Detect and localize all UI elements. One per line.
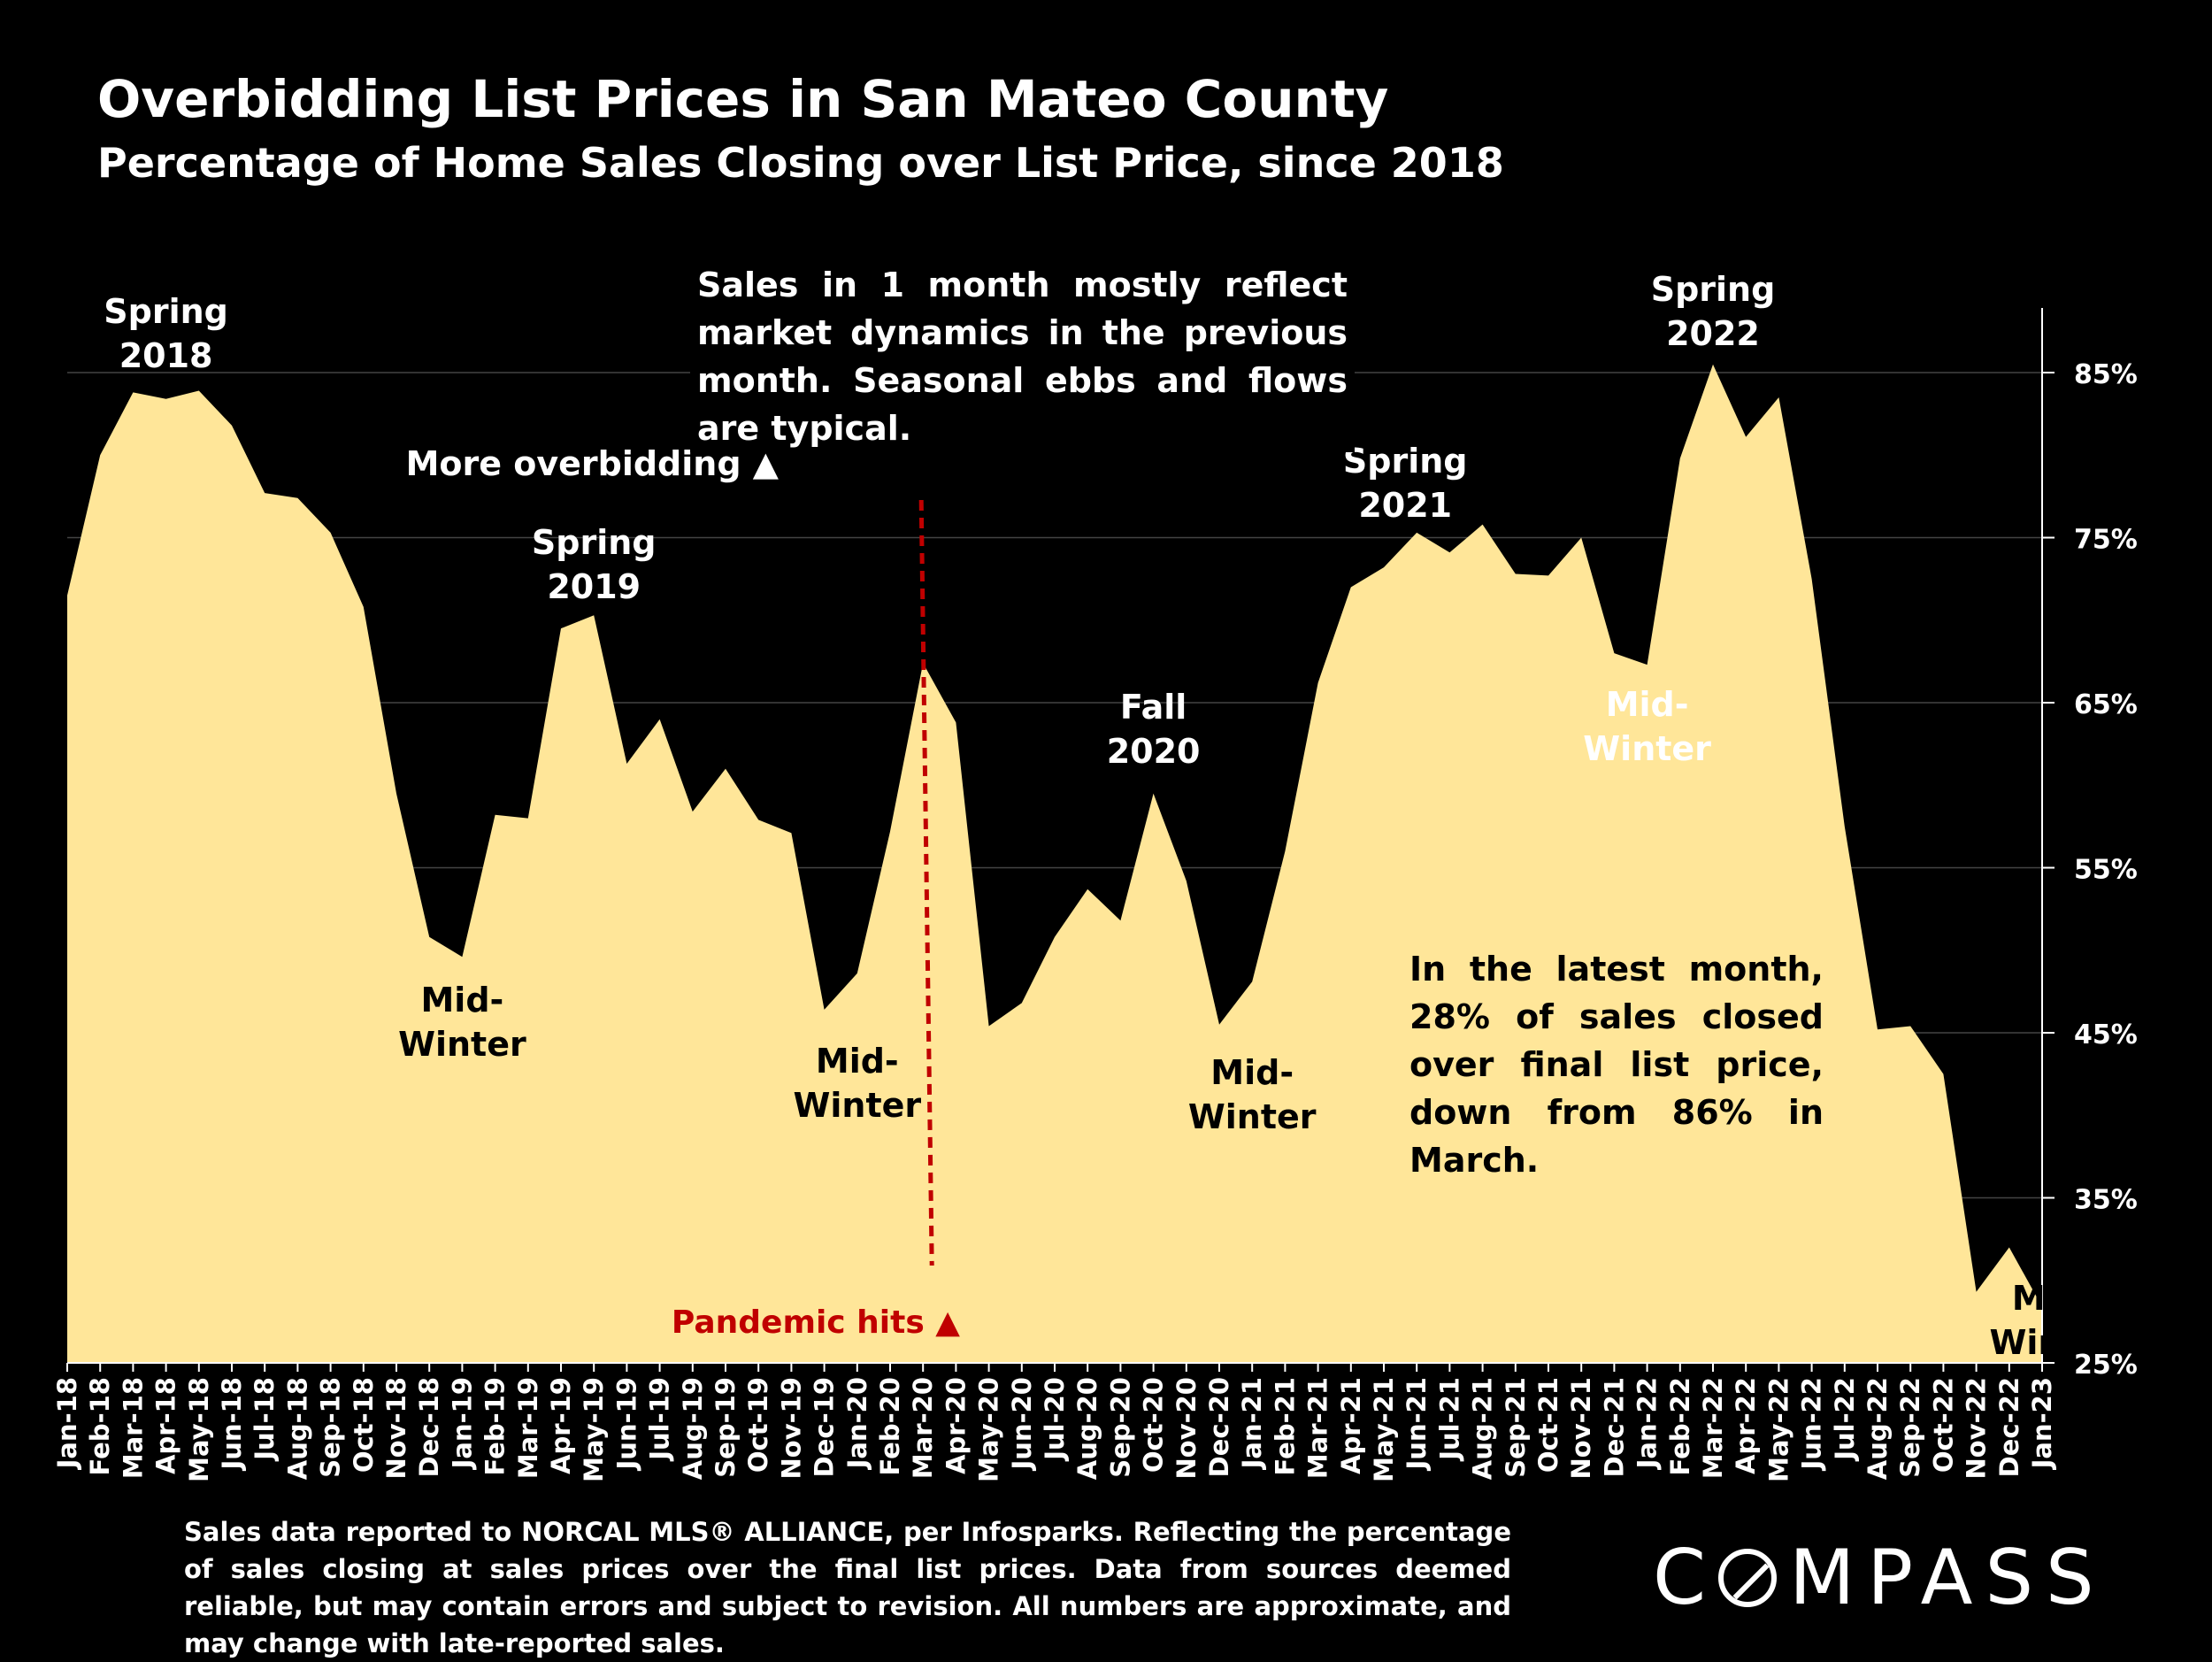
season-annotation-label: Spring <box>104 292 228 331</box>
x-tick-label: Jun-20 <box>1007 1377 1037 1471</box>
season-annotation-label: 2021 <box>1358 486 1452 525</box>
pandemic-dashed-line <box>918 499 934 1266</box>
x-tick-label: Aug-20 <box>1072 1377 1102 1480</box>
x-tick-label: Apr-19 <box>546 1377 576 1474</box>
season-annotation-label: Mid- <box>1606 685 1689 724</box>
y-tick-label: 45% <box>2074 1020 2138 1050</box>
season-annotation-label: Winter <box>793 1086 921 1125</box>
x-tick-label: Aug-22 <box>1863 1377 1893 1480</box>
pandemic-label: Pandemic hits ▲ <box>672 1304 960 1341</box>
y-tick-label: 65% <box>2074 689 2138 720</box>
season-annotation-label: 2019 <box>547 567 641 606</box>
x-tick-label: May-20 <box>974 1377 1004 1482</box>
compass-o-icon <box>1718 1549 1778 1607</box>
season-annotation-label: Mid- <box>2012 1279 2095 1318</box>
x-tick-label: Oct-18 <box>349 1377 379 1473</box>
y-tick-label: 85% <box>2074 359 2138 390</box>
x-tick-label: Mar-19 <box>513 1377 543 1479</box>
chart-title: Overbidding List Prices in San Mateo Cou… <box>97 69 1389 129</box>
x-tick-label: Jan-19 <box>447 1377 477 1470</box>
season-annotation-label: Spring <box>1651 270 1776 309</box>
x-tick-label: Oct-21 <box>1533 1377 1563 1473</box>
x-tick-label: Dec-22 <box>1994 1377 2024 1477</box>
x-tick-label: Sep-22 <box>1895 1377 1925 1478</box>
x-tick-label: Feb-20 <box>875 1377 905 1475</box>
x-tick-label: Mar-20 <box>908 1377 938 1479</box>
x-tick-label: Sep-21 <box>1501 1377 1531 1478</box>
x-tick-label: May-22 <box>1763 1377 1793 1482</box>
x-tick-label: Jul-21 <box>1434 1377 1464 1462</box>
x-tick-label: Sep-18 <box>316 1377 346 1478</box>
season-annotation-label: Winter <box>1583 729 1711 768</box>
x-tick-label: Oct-20 <box>1139 1377 1169 1473</box>
x-tick-label: Jan-18 <box>52 1377 82 1470</box>
y-tick-label: 25% <box>2074 1350 2138 1381</box>
season-annotation-label: Winter <box>1188 1097 1317 1136</box>
x-tick-label: Jul-20 <box>1040 1377 1070 1462</box>
x-tick-label: Apr-20 <box>941 1377 971 1474</box>
x-tick-label: Jul-22 <box>1830 1377 1860 1462</box>
x-tick-label: Apr-22 <box>1731 1377 1761 1474</box>
season-annotation-label: Mid- <box>1210 1053 1294 1092</box>
x-tick-label: Dec-18 <box>414 1377 444 1477</box>
x-tick-label: Feb-21 <box>1270 1377 1300 1475</box>
chart-subtitle: Percentage of Home Sales Closing over Li… <box>97 139 1504 187</box>
x-tick-label: Jun-18 <box>217 1377 247 1471</box>
season-annotation-label: 2018 <box>119 336 213 375</box>
x-tick-label: Mar-21 <box>1303 1377 1333 1479</box>
x-tick-label: May-19 <box>579 1377 609 1482</box>
x-tick-label: Mar-22 <box>1698 1377 1728 1479</box>
latest-month-note: In the latest month, 28% of sales closed… <box>1409 950 1824 1180</box>
x-tick-label: Sep-20 <box>1105 1377 1135 1478</box>
overbidding-area <box>67 364 2042 1364</box>
x-tick-label: Mar-18 <box>118 1377 148 1479</box>
x-tick-label: Jan-22 <box>1632 1377 1663 1470</box>
x-tick-label: Nov-21 <box>1566 1377 1596 1480</box>
season-annotation-label: Winter <box>398 1025 526 1064</box>
x-tick-label: Jan-20 <box>842 1377 872 1470</box>
x-tick-label: Feb-22 <box>1665 1377 1695 1475</box>
x-tick-label: Jun-19 <box>611 1377 641 1471</box>
x-tick-label: Dec-19 <box>810 1377 840 1477</box>
x-tick-label: Jul-18 <box>250 1377 280 1462</box>
y-tick-label: 35% <box>2074 1185 2138 1216</box>
season-annotation-label: 2022 <box>1666 314 1760 353</box>
x-tick-label: Jan-23 <box>2027 1377 2057 1470</box>
footnote: Sales data reported to NORCAL MLS® ALLIA… <box>184 1517 1511 1658</box>
x-tick-label: Apr-18 <box>151 1377 181 1474</box>
x-tick-label: Apr-21 <box>1336 1377 1366 1474</box>
x-tick-label: Aug-19 <box>678 1377 708 1480</box>
x-tick-label: Jun-21 <box>1402 1377 1432 1471</box>
x-tick-label: Nov-22 <box>1962 1377 1992 1480</box>
x-tick-label: Oct-22 <box>1928 1377 1958 1473</box>
x-tick-label: May-18 <box>184 1377 214 1482</box>
x-tick-label: Oct-19 <box>743 1377 773 1473</box>
x-tick-label: Feb-18 <box>85 1377 115 1475</box>
season-annotation-label: Mid- <box>420 981 503 1020</box>
x-tick-label: Nov-18 <box>381 1377 411 1480</box>
x-tick-label: Dec-20 <box>1204 1377 1234 1477</box>
market-dynamics-note: Sales in 1 month mostly reflect market d… <box>690 261 1355 452</box>
x-tick-label: Nov-20 <box>1171 1377 1202 1480</box>
y-tick-label: 55% <box>2074 855 2138 886</box>
x-tick-label: Jun-22 <box>1797 1377 1827 1471</box>
x-tick-label: Sep-19 <box>710 1377 741 1478</box>
x-tick-label: May-21 <box>1369 1377 1399 1482</box>
season-annotation-label: Mid- <box>816 1042 899 1081</box>
season-annotation-label: 2020 <box>1107 732 1201 771</box>
x-tick-label: Aug-21 <box>1468 1377 1498 1480</box>
x-tick-label: Nov-19 <box>776 1377 806 1480</box>
x-tick-label: Jul-19 <box>645 1377 675 1462</box>
season-annotation-label: Spring <box>532 523 657 562</box>
compass-logo: C MPASS <box>1653 1534 2107 1622</box>
y-tick-label: 75% <box>2074 525 2138 556</box>
season-annotation-label: Fall <box>1120 688 1187 727</box>
x-tick-label: Aug-18 <box>282 1377 312 1480</box>
x-tick-label: Jan-21 <box>1237 1377 1267 1470</box>
x-tick-label: Dec-21 <box>1599 1377 1629 1477</box>
x-tick-label: Feb-19 <box>480 1377 511 1475</box>
season-annotation-label: Winter <box>1989 1323 2117 1362</box>
season-annotation-label: Spring <box>1343 442 1468 481</box>
